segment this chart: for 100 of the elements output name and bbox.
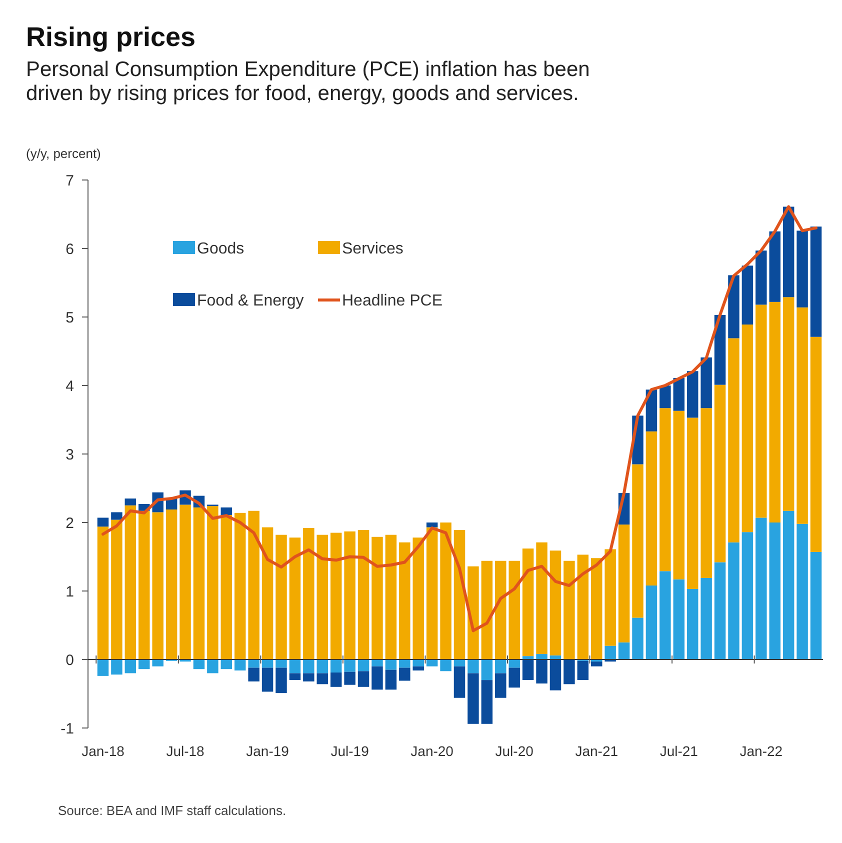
- bar: [468, 660, 479, 674]
- bar: [412, 660, 424, 666]
- x-tick-label: Jan-22: [740, 743, 783, 759]
- bar: [536, 542, 548, 654]
- bar: [728, 542, 740, 660]
- bar: [124, 660, 136, 674]
- bar: [769, 231, 780, 302]
- bar: [152, 660, 164, 666]
- bar: [97, 660, 109, 676]
- bar: [399, 660, 410, 668]
- bar: [522, 548, 534, 656]
- bar: [372, 660, 383, 666]
- bar: [262, 668, 274, 692]
- bar: [248, 668, 260, 682]
- legend-label: Headline PCE: [342, 292, 442, 310]
- bar: [742, 266, 754, 325]
- bar: [700, 578, 712, 660]
- y-tick-label: 6: [66, 240, 74, 258]
- bar: [577, 660, 589, 680]
- bar: [385, 534, 397, 660]
- bar: [590, 662, 602, 666]
- bar: [330, 660, 342, 673]
- bar: [782, 206, 794, 298]
- bar: [742, 532, 754, 660]
- bar: [180, 504, 191, 660]
- bar: [316, 673, 328, 684]
- y-tick-label: 3: [66, 446, 74, 464]
- x-tick-label: Jul-20: [495, 743, 534, 759]
- bar: [769, 522, 780, 660]
- bar: [468, 673, 479, 724]
- y-tick-label: 4: [66, 378, 74, 395]
- bar: [756, 518, 767, 660]
- bar: [426, 522, 438, 528]
- bar: [632, 464, 644, 618]
- bar: [385, 670, 397, 690]
- bar: [97, 518, 109, 527]
- chart-subtitle: Personal Consumption Expenditure (PCE) inflation has been driven by rising prices for food, energy, goods and services.: [26, 58, 590, 105]
- bar: [426, 527, 438, 660]
- bar: [111, 512, 122, 520]
- bar: [550, 660, 562, 690]
- bar: [686, 418, 698, 589]
- bar: [810, 226, 822, 337]
- bar: [234, 660, 246, 670]
- bar: [316, 534, 328, 660]
- bar: [399, 668, 410, 681]
- y-tick-label: 2: [66, 514, 74, 532]
- bar: [344, 660, 356, 672]
- bar: [769, 302, 780, 522]
- bar: [796, 307, 808, 524]
- bar: [714, 562, 726, 660]
- bar: [248, 660, 260, 668]
- bar: [207, 660, 218, 674]
- x-tick-label: Jan-18: [82, 743, 125, 759]
- bar: [454, 660, 466, 666]
- bar: [590, 558, 602, 660]
- bar: [686, 371, 698, 418]
- bar: [632, 618, 644, 660]
- bar: [426, 660, 438, 666]
- bar: [385, 660, 397, 670]
- bar: [276, 660, 287, 668]
- bar: [220, 660, 232, 670]
- legend-label: Goods: [197, 240, 244, 258]
- bar: [564, 660, 575, 684]
- bar: [700, 357, 712, 408]
- bar: [412, 538, 424, 660]
- bar: [220, 507, 232, 515]
- bar: [660, 571, 671, 660]
- bar: [536, 654, 548, 660]
- bar: [193, 660, 205, 670]
- x-tick-label: Jul-18: [166, 743, 205, 759]
- bar: [124, 498, 136, 506]
- bar: [468, 566, 479, 660]
- bar: [660, 386, 671, 408]
- bar: [673, 378, 685, 411]
- bar: [220, 514, 232, 660]
- x-tick-label: Jul-19: [330, 743, 370, 759]
- x-tick-label: Jan-21: [575, 743, 618, 759]
- bar: [508, 668, 520, 688]
- bar: [618, 642, 630, 660]
- bar: [481, 560, 493, 660]
- bar: [522, 660, 534, 680]
- x-tick-label: Jan-19: [246, 743, 290, 759]
- bar: [303, 673, 314, 682]
- bar: [207, 506, 218, 660]
- bar: [577, 554, 589, 660]
- bar: [97, 526, 109, 660]
- bar: [440, 522, 452, 660]
- chart-title: Rising prices: [26, 22, 196, 52]
- bar: [372, 666, 383, 690]
- bar: [276, 534, 287, 660]
- line-series: [101, 205, 818, 632]
- bar: [796, 524, 808, 660]
- y-axis-title: (y/y, percent): [26, 146, 101, 161]
- bar: [276, 668, 287, 694]
- bar: [756, 250, 767, 305]
- bar: [646, 431, 658, 586]
- bar: [124, 505, 136, 660]
- bar: [618, 524, 630, 642]
- bar: [646, 586, 658, 660]
- bar: [344, 672, 356, 685]
